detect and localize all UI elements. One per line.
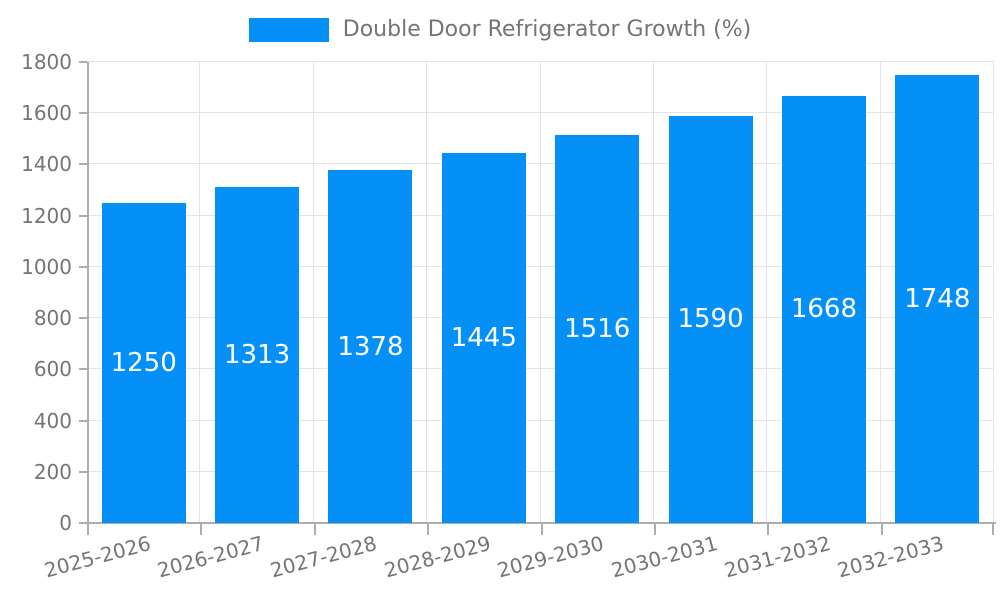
gridline-vertical — [426, 62, 428, 523]
y-tick-label: 400 — [33, 408, 72, 433]
y-axis-tick — [79, 265, 87, 268]
gridline-vertical — [652, 62, 654, 523]
bar-2028-2029 — [441, 152, 526, 523]
bar-2027-2028 — [328, 170, 413, 523]
x-axis-tick — [427, 523, 430, 535]
y-tick-label: 1200 — [21, 203, 72, 228]
bar-value-label: 1313 — [223, 339, 291, 370]
gridline-horizontal — [87, 419, 994, 421]
y-axis-tick — [79, 61, 87, 63]
bar-2029-2030 — [555, 134, 640, 523]
y-tick-label: 800 — [33, 306, 72, 331]
gridline-horizontal — [87, 112, 994, 114]
bar-2032-2033 — [895, 75, 980, 523]
bar-value-label: 1748 — [904, 284, 971, 315]
x-axis-tick — [880, 523, 883, 535]
gridline-vertical — [312, 62, 314, 523]
gridline-horizontal — [87, 368, 994, 370]
bar-2026-2027 — [215, 186, 300, 523]
bar-2030-2031 — [668, 115, 753, 523]
y-tick-label: 600 — [33, 357, 72, 382]
x-axis-tick — [653, 523, 656, 535]
bar-2025-2026 — [101, 202, 186, 523]
x-axis-tick — [540, 523, 543, 535]
y-tick-label: 0 — [59, 511, 72, 535]
bar-value-label: 1668 — [790, 294, 858, 325]
gridline-horizontal — [87, 61, 994, 62]
y-tick-label: 1000 — [21, 254, 72, 279]
gridline-horizontal — [87, 163, 994, 165]
x-axis-line — [79, 522, 996, 524]
gridline-vertical — [879, 62, 881, 523]
y-axis-tick — [79, 317, 87, 320]
legend-label: Double Door Refrigerator Growth (%) — [342, 17, 752, 42]
y-axis-tick — [79, 214, 87, 217]
bar-value-label: 1516 — [564, 313, 631, 344]
bar-2031-2032 — [781, 95, 866, 523]
bar-value-label: 1378 — [337, 331, 404, 362]
gridline-horizontal — [87, 470, 994, 472]
y-tick-label: 200 — [33, 459, 72, 484]
legend[interactable]: Double Door Refrigerator Growth (%) — [0, 17, 1000, 42]
gridline-vertical — [993, 62, 994, 523]
plot-area: 0 200 400 600 800 1000 1200 1400 1600 1800 1250 202… — [21, 50, 996, 582]
bar-value-label: 1590 — [677, 304, 744, 335]
y-tick-label: 1800 — [21, 50, 72, 74]
x-axis-tick — [992, 523, 994, 535]
bar-value-label: 1250 — [110, 347, 177, 378]
y-axis-tick — [79, 163, 87, 166]
y-tick-label: 1600 — [21, 101, 72, 126]
x-axis-tick — [200, 523, 203, 535]
y-axis-tick — [79, 419, 87, 422]
gridline-vertical — [199, 62, 201, 523]
bar-value-label: 1445 — [450, 322, 517, 353]
y-axis-tick — [79, 470, 87, 473]
gridline-vertical — [766, 62, 768, 523]
x-axis-tick — [767, 523, 770, 535]
gridline-horizontal — [87, 317, 994, 319]
y-axis-line — [87, 62, 89, 523]
gridline-vertical — [539, 62, 541, 523]
x-axis-tick — [313, 523, 316, 535]
gridline-horizontal — [87, 214, 994, 216]
y-axis-tick — [79, 112, 87, 115]
legend-swatch — [248, 17, 329, 42]
y-axis-tick — [79, 368, 87, 371]
gridline-horizontal — [87, 265, 994, 267]
x-axis-tick — [87, 523, 89, 535]
y-tick-label: 1400 — [21, 152, 72, 177]
